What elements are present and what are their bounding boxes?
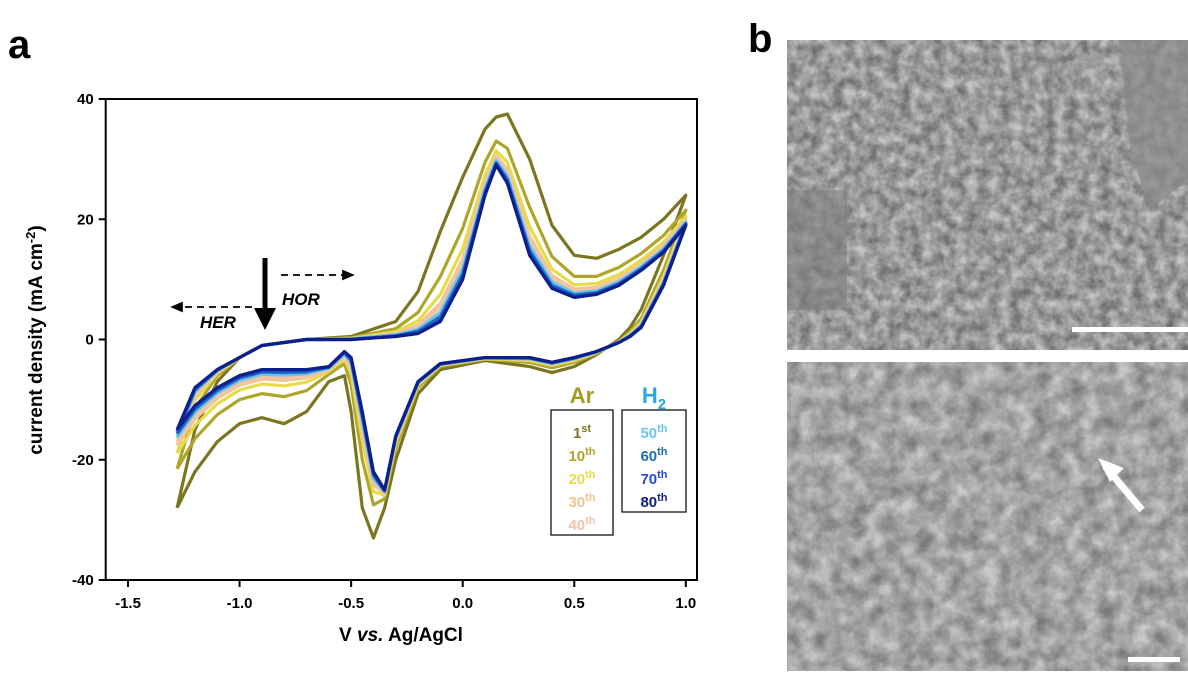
- x-tick-label: -0.5: [338, 595, 364, 612]
- scale-bar: [1072, 327, 1188, 332]
- curves: [175, 112, 688, 540]
- sem-image-top: [787, 40, 1188, 350]
- legend-title: H2: [642, 383, 666, 413]
- cv-curve: [175, 163, 688, 492]
- y-tick-label: -40: [72, 572, 94, 589]
- x-axis-label-part: vs.: [357, 625, 383, 646]
- legend: Ar 1st 10th 20th 30th 40th H2 50th 60th 70th 80th: [550, 383, 687, 536]
- legend-entry: 1st: [573, 423, 591, 442]
- y-tick-label: 0: [85, 332, 93, 349]
- x-axis-label: V vs. Ag/AgCl: [339, 625, 463, 646]
- legend-entry: 60th: [640, 446, 667, 465]
- legend-entry: 40th: [568, 515, 595, 534]
- legend-entry: 70th: [640, 469, 667, 488]
- legend-entry: 20th: [568, 469, 595, 488]
- x-tick-label: 0.0: [452, 595, 473, 612]
- cv-curve: [175, 112, 688, 540]
- x-tick-label: 1.0: [675, 595, 696, 612]
- arrow-head: [254, 308, 276, 330]
- sem-image-bottom: [787, 362, 1188, 671]
- x-tick-label: 0.5: [564, 595, 585, 612]
- x-tick-label: -1.0: [227, 595, 253, 612]
- scale-bar: [1128, 657, 1180, 662]
- y-tick-label: 40: [77, 91, 94, 108]
- legend-box: [621, 409, 687, 513]
- y-tick-label: 20: [77, 211, 94, 228]
- panel-label: b: [748, 17, 772, 61]
- x-tick-label: -1.5: [115, 595, 141, 612]
- annotation: HOR: [282, 290, 321, 309]
- y-axis-label-part: -2: [23, 232, 38, 244]
- legend-entry: 80th: [640, 492, 667, 511]
- legend-title: Ar: [570, 383, 595, 408]
- x-axis-label-part: V: [339, 625, 357, 646]
- legend-entry: 30th: [568, 492, 595, 511]
- y-axis-label: current density (mA cm-2): [23, 225, 47, 454]
- plot-frame: [104, 98, 698, 581]
- legend-entry: 10th: [568, 446, 595, 465]
- panel-label: a: [8, 23, 31, 67]
- y-axis-label-part: current density (mA cm: [26, 243, 47, 455]
- legend-box: [550, 409, 614, 536]
- annotation: HER: [200, 313, 237, 332]
- y-axis-label-part: ): [26, 225, 47, 231]
- x-axis-label-part: Ag/AgCl: [383, 625, 463, 646]
- legend-entry: 50th: [640, 423, 667, 442]
- y-tick-label: -20: [72, 452, 94, 469]
